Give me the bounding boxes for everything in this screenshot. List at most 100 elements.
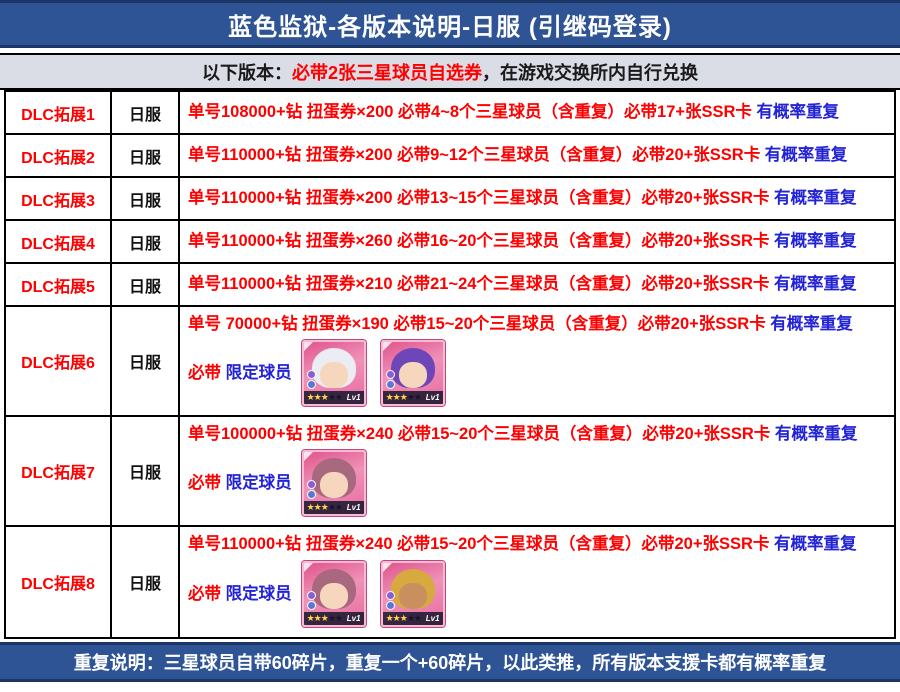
card-badges xyxy=(385,369,395,389)
dlc-label: DLC拓展1 xyxy=(6,92,112,133)
star-empty-icon: ★★ xyxy=(327,612,343,623)
character-face xyxy=(319,471,348,498)
table-row: DLC拓展8 日服 单号110000+钻 扭蛋券×240 必带15~20个三星球… xyxy=(6,527,894,637)
row-description: 单号110000+钻 扭蛋券×210 必带21~24个三星球员（含重复）必带20… xyxy=(180,264,894,305)
server-label: 日服 xyxy=(112,307,180,415)
card-rating-strip: ★★★ ★★ Lv1 xyxy=(382,611,443,625)
level-badge: Lv1 xyxy=(346,613,361,623)
card-badges xyxy=(306,479,316,499)
title-bar: 蓝色监狱-各版本说明-日服 (引继码登录) xyxy=(0,0,900,48)
row-description: 单号110000+钻 扭蛋券×260 必带16~20个三星球员（含重复）必带20… xyxy=(180,221,894,262)
desc-red: 单号100000+钻 扭蛋券×240 必带15~20个三星球员（含重复）必带20… xyxy=(188,425,775,443)
white-hair-player-card: ★★★ ★★ Lv1 xyxy=(301,339,366,406)
subheader-highlight: 必带2张三星球员自选券 xyxy=(291,62,482,83)
row-description: 单号108000+钻 扭蛋券×200 必带4~8个三星球员（含重复）必带17+张… xyxy=(180,92,894,133)
desc-red: 单号110000+钻 扭蛋券×200 必带13~15个三星球员（含重复）必带20… xyxy=(188,189,774,208)
star-empty-icon: ★★ xyxy=(327,391,343,402)
star-rating-icon: ★★★ xyxy=(385,391,408,402)
row-description: 单号100000+钻 扭蛋券×240 必带15~20个三星球员（含重复）必带20… xyxy=(180,417,894,525)
duplicate-note: 重复说明：三星球员自带60碎片，重复一个+60碎片，以此类推，所有版本支援卡都有… xyxy=(73,653,827,673)
card-badges xyxy=(306,590,316,610)
desc-blue: 有概率重复 xyxy=(770,315,853,333)
card-badges xyxy=(306,369,316,389)
card-rating-strip: ★★★ ★★ Lv1 xyxy=(303,611,364,625)
card-group: ★★★ ★★ Lv1 ★★★ ★★ Lv1 xyxy=(301,560,445,627)
dlc-label: DLC拓展5 xyxy=(6,264,112,305)
server-label: 日服 xyxy=(112,527,180,637)
level-badge: Lv1 xyxy=(425,392,440,402)
subheader-suffix: ，在游戏交换所内自行兑换 xyxy=(482,62,698,83)
table-row: DLC拓展3 日服 单号110000+钻 扭蛋券×200 必带13~15个三星球… xyxy=(6,178,894,221)
table-row: DLC拓展6 日服 单号 70000+钻 扭蛋券×190 必带15~20个三星球… xyxy=(6,307,894,417)
blond-spiky-hair-player-card: ★★★ ★★ Lv1 xyxy=(380,560,445,627)
row-description: 单号110000+钻 扭蛋券×200 必带13~15个三星球员（含重复）必带20… xyxy=(180,178,894,219)
desc-blue: 有概率重复 xyxy=(764,146,848,165)
card-corner-fold xyxy=(382,562,392,572)
star-rating-icon: ★★★ xyxy=(306,612,329,623)
desc-red: 单号110000+钻 扭蛋券×200 必带9~12个三星球员（含重复）必带20+… xyxy=(188,146,765,165)
desc-blue: 有概率重复 xyxy=(773,189,857,208)
table-row: DLC拓展7 日服 单号100000+钻 扭蛋券×240 必带15~20个三星球… xyxy=(6,417,894,527)
table-row: DLC拓展5 日服 单号110000+钻 扭蛋券×210 必带21~24个三星球… xyxy=(6,264,894,307)
card-corner-fold xyxy=(303,562,313,572)
desc-blue: 有概率重复 xyxy=(773,535,857,553)
dlc-label: DLC拓展2 xyxy=(6,135,112,176)
card-rating-strip: ★★★ ★★ Lv1 xyxy=(382,390,443,404)
dlc-label: DLC拓展7 xyxy=(6,417,112,525)
desc-blue: 有概率重复 xyxy=(773,275,857,294)
row-description: 单号110000+钻 扭蛋券×200 必带9~12个三星球员（含重复）必带20+… xyxy=(180,135,894,176)
server-label: 日服 xyxy=(112,92,180,133)
row-description: 单号 70000+钻 扭蛋券×190 必带15~20个三星球员（含重复）必带20… xyxy=(180,307,894,415)
star-rating-icon: ★★★ xyxy=(385,612,408,623)
dlc-label: DLC拓展4 xyxy=(6,221,112,262)
mauve-hair-player-card: ★★★ ★★ Lv1 xyxy=(301,560,366,627)
star-empty-icon: ★★ xyxy=(327,501,343,512)
character-face xyxy=(398,582,427,609)
page-title: 蓝色监狱-各版本说明-日服 (引继码登录) xyxy=(228,13,672,41)
table-row: DLC拓展4 日服 单号110000+钻 扭蛋券×260 必带16~20个三星球… xyxy=(6,221,894,264)
desc-red: 单号 70000+钻 扭蛋券×190 必带15~20个三星球员（含重复）必带20… xyxy=(188,315,771,333)
desc-red: 单号110000+钻 扭蛋券×260 必带16~20个三星球员（含重复）必带20… xyxy=(188,232,774,251)
card-rating-strip: ★★★ ★★ Lv1 xyxy=(303,500,364,514)
character-face xyxy=(398,361,427,388)
purple-hair-player-card: ★★★ ★★ Lv1 xyxy=(380,339,445,406)
card-badges xyxy=(385,590,395,610)
card-corner-fold xyxy=(303,451,313,461)
star-rating-icon: ★★★ xyxy=(306,501,329,512)
star-rating-icon: ★★★ xyxy=(306,391,329,402)
desc-blue: 有概率重复 xyxy=(756,103,840,122)
subheader-prefix: 以下版本： xyxy=(201,62,292,83)
dlc-label: DLC拓展8 xyxy=(6,527,112,637)
version-table: DLC拓展1 日服 单号108000+钻 扭蛋券×200 必带4~8个三星球员（… xyxy=(4,90,896,639)
card-corner-fold xyxy=(382,341,392,351)
card-group: ★★★ ★★ Lv1 xyxy=(301,449,366,516)
star-empty-icon: ★★ xyxy=(406,391,422,402)
dlc-label: DLC拓展6 xyxy=(6,307,112,415)
desc-blue: 有概率重复 xyxy=(773,232,857,251)
character-face xyxy=(319,361,348,388)
row-description: 单号110000+钻 扭蛋券×240 必带15~20个三星球员（含重复）必带20… xyxy=(180,527,894,637)
star-empty-icon: ★★ xyxy=(406,612,422,623)
server-label: 日服 xyxy=(112,135,180,176)
desc-red: 单号108000+钻 扭蛋券×200 必带4~8个三星球员（含重复）必带17+张… xyxy=(188,103,757,122)
limited-player-note: 必带 限定球员 xyxy=(188,584,292,603)
desc-blue: 有概率重复 xyxy=(774,425,858,443)
level-badge: Lv1 xyxy=(346,392,361,402)
level-badge: Lv1 xyxy=(425,613,440,623)
dlc-label: DLC拓展3 xyxy=(6,178,112,219)
table-row: DLC拓展2 日服 单号110000+钻 扭蛋券×200 必带9~12个三星球员… xyxy=(6,135,894,178)
footer-banner: 重复说明：三星球员自带60碎片，重复一个+60碎片，以此类推，所有版本支援卡都有… xyxy=(0,642,900,682)
card-rating-strip: ★★★ ★★ Lv1 xyxy=(303,390,364,404)
subheader-banner: 以下版本： 必带2张三星球员自选券 ，在游戏交换所内自行兑换 xyxy=(0,53,900,90)
desc-red: 单号110000+钻 扭蛋券×240 必带15~20个三星球员（含重复）必带20… xyxy=(188,535,774,553)
server-label: 日服 xyxy=(112,264,180,305)
level-badge: Lv1 xyxy=(346,502,361,512)
desc-red: 单号110000+钻 扭蛋券×210 必带21~24个三星球员（含重复）必带20… xyxy=(188,275,774,294)
server-label: 日服 xyxy=(112,221,180,262)
character-face xyxy=(319,582,348,609)
limited-player-note: 必带 限定球员 xyxy=(188,473,292,492)
card-group: ★★★ ★★ Lv1 ★★★ ★★ Lv1 xyxy=(301,339,445,406)
mauve-hair-player-card: ★★★ ★★ Lv1 xyxy=(301,449,366,516)
limited-player-note: 必带 限定球员 xyxy=(188,363,292,382)
card-corner-fold xyxy=(303,341,313,351)
